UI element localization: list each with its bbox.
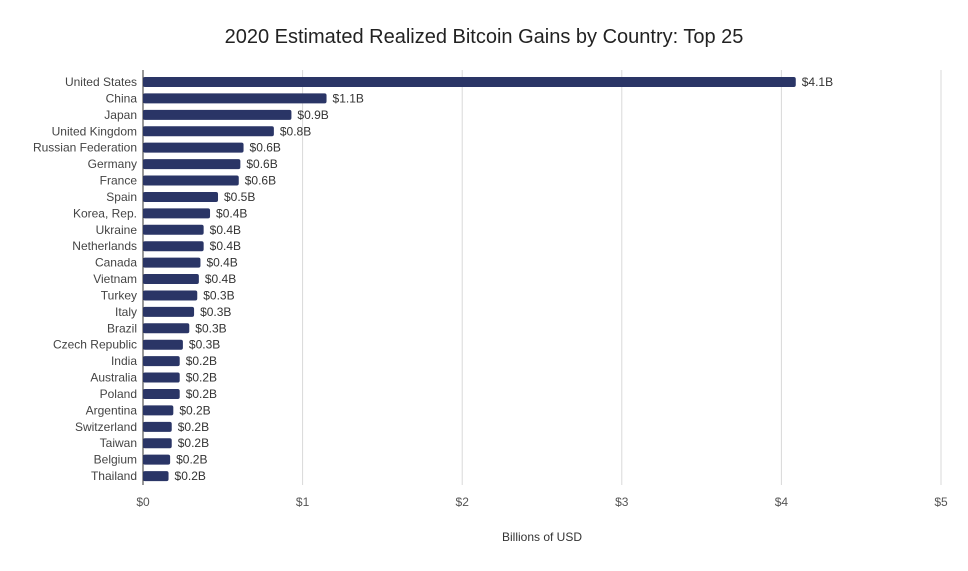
bar (143, 191, 219, 202)
x-tick-label: $0 (136, 495, 150, 509)
bar (143, 93, 327, 104)
y-category-label: Japan (104, 108, 137, 122)
y-category-label: Brazil (107, 321, 137, 335)
x-tick-label: $2 (456, 495, 470, 509)
bar (143, 323, 190, 334)
bar (143, 208, 211, 219)
y-category-label: Canada (95, 256, 137, 270)
data-label: $0.2B (179, 403, 210, 417)
bar (143, 438, 172, 449)
x-axis-title: Billions of USD (501, 530, 583, 544)
data-label: $0.3B (195, 321, 226, 335)
y-category-label: Spain (106, 190, 137, 204)
data-label: $0.5B (224, 190, 255, 204)
y-category-label: India (111, 354, 137, 368)
bar (143, 159, 241, 170)
data-label: $4.1B (802, 75, 833, 89)
y-category-label: China (106, 91, 138, 105)
bar (143, 224, 204, 235)
y-category-label: Netherlands (72, 239, 137, 253)
y-category-label: Belgium (94, 453, 137, 467)
chart-title: 2020 Estimated Realized Bitcoin Gains by… (224, 26, 744, 48)
data-label: $0.2B (176, 453, 207, 467)
x-tick-label: $4 (775, 495, 789, 509)
data-label: $0.4B (210, 223, 241, 237)
data-label: $0.2B (186, 387, 217, 401)
data-label: $0.6B (245, 174, 276, 188)
bar (143, 77, 796, 87)
data-label: $0.3B (200, 305, 231, 319)
y-category-label: Australia (90, 371, 137, 385)
data-label: $0.4B (210, 239, 241, 253)
x-tick-label: $3 (615, 495, 629, 509)
y-category-label: Thailand (91, 469, 137, 483)
data-label: $0.6B (246, 157, 277, 171)
bar (143, 126, 274, 137)
bar (143, 405, 174, 416)
y-category-label: Poland (100, 387, 137, 401)
data-label: $0.4B (216, 206, 247, 220)
data-label: $0.3B (203, 288, 234, 302)
x-tick-label: $1 (296, 495, 310, 509)
bar (143, 388, 180, 399)
bar (143, 257, 201, 268)
data-label: $0.2B (175, 469, 206, 483)
bar (143, 356, 180, 367)
y-category-label: Russian Federation (33, 141, 137, 155)
bar (143, 339, 183, 350)
bar (143, 175, 239, 186)
y-category-label: Turkey (101, 288, 137, 302)
data-label: $0.2B (186, 354, 217, 368)
y-category-label: Korea, Rep. (73, 206, 137, 220)
data-label: $0.3B (189, 338, 220, 352)
y-category-label: Ukraine (96, 223, 138, 237)
data-label: $0.8B (280, 124, 311, 138)
bar (143, 142, 244, 153)
y-category-label: Czech Republic (53, 338, 137, 352)
data-label: $0.4B (205, 272, 236, 286)
data-label: $1.1B (333, 91, 364, 105)
bar (143, 241, 204, 252)
bar (143, 290, 198, 301)
data-label: $0.4B (206, 256, 237, 270)
bar (143, 372, 180, 383)
y-category-label: Argentina (86, 403, 138, 417)
data-label: $0.6B (250, 141, 281, 155)
data-label: $0.2B (178, 420, 209, 434)
y-category-label: Germany (88, 157, 137, 171)
y-category-label: France (100, 174, 138, 188)
bar (143, 109, 292, 120)
bar (143, 471, 169, 482)
x-tick-label: $5 (934, 495, 948, 509)
y-category-label: United States (65, 75, 137, 89)
y-category-label: Switzerland (75, 420, 137, 434)
bar (143, 274, 199, 285)
bar (143, 421, 172, 432)
data-label: $0.9B (297, 108, 328, 122)
bar (143, 454, 171, 465)
y-category-label: United Kingdom (52, 124, 137, 138)
y-category-label: Taiwan (100, 436, 137, 450)
y-category-label: Vietnam (93, 272, 137, 286)
data-label: $0.2B (178, 436, 209, 450)
bar (143, 306, 195, 317)
data-label: $0.2B (186, 371, 217, 385)
y-category-label: Italy (115, 305, 137, 319)
